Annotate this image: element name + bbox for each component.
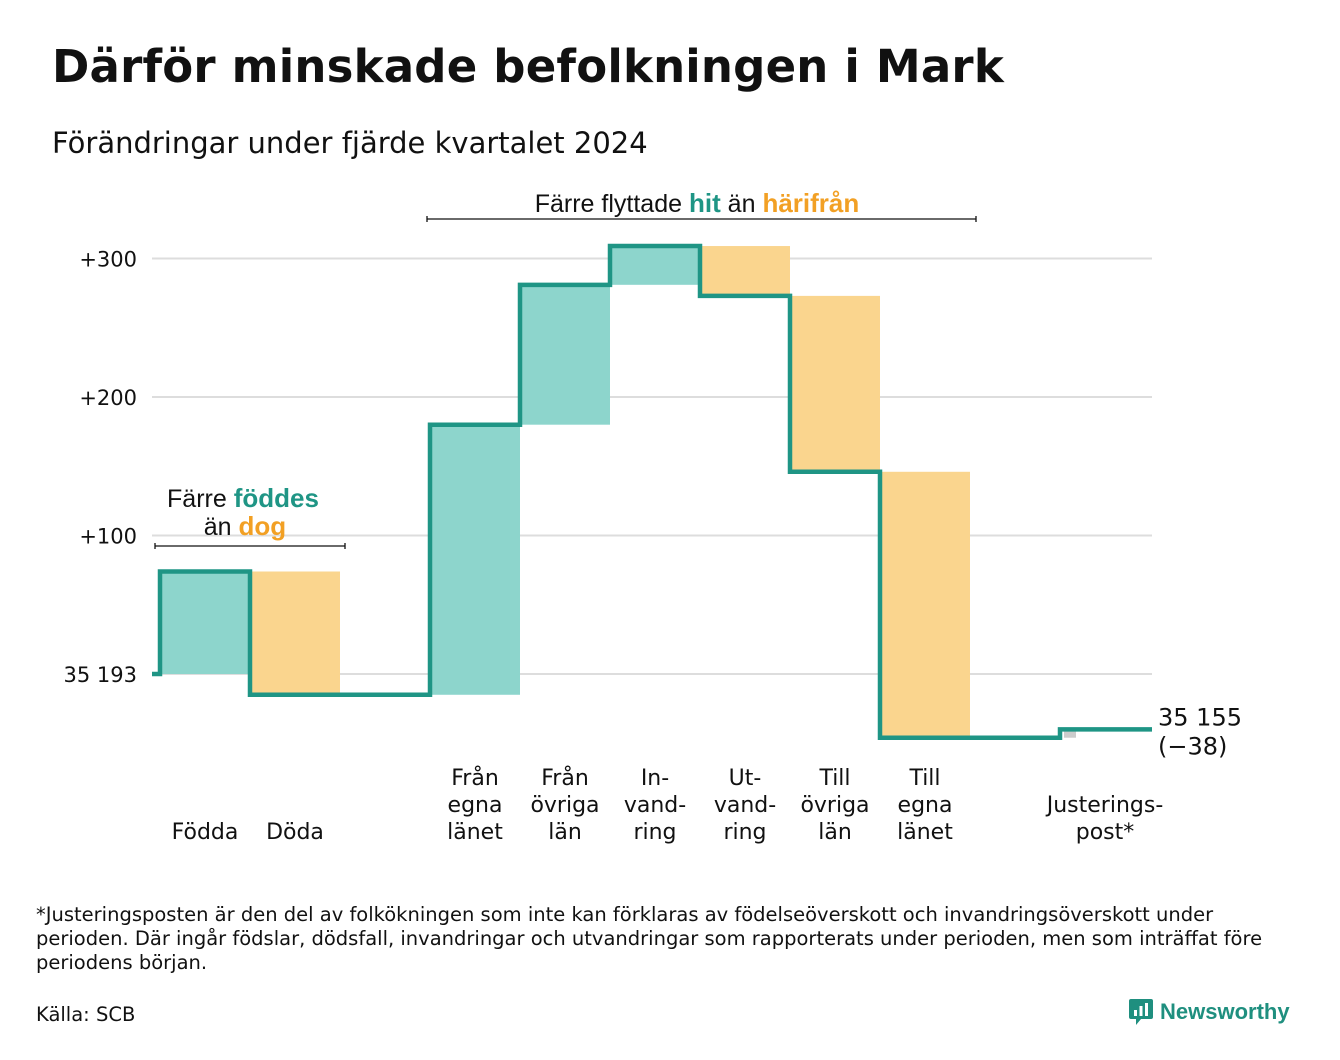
running-total-line: [152, 243, 1152, 740]
annotation-part: dog: [239, 511, 287, 541]
bar: [610, 246, 700, 285]
category-label: övriga: [530, 793, 599, 818]
annotation-part: Färre: [167, 485, 234, 513]
category-label: ring: [723, 820, 766, 845]
category-label: Döda: [266, 820, 324, 845]
bar: [790, 295, 880, 472]
category-label: In-: [641, 766, 669, 791]
bracket-births-deaths: [154, 543, 346, 549]
category-label: övriga: [800, 793, 869, 818]
bar: [520, 284, 610, 425]
annotation-text: Färre föddes: [167, 483, 319, 513]
y-tick-label: +300: [79, 248, 137, 272]
brand-name: Newsworthy: [1160, 999, 1290, 1024]
category-label: länet: [447, 820, 503, 845]
annotation-text: Färre flyttade hit än härifrån: [535, 188, 860, 218]
footnote: *Justeringsposten är den del av folkökni…: [36, 903, 1263, 974]
end-change-label: (−38): [1158, 732, 1227, 760]
annotation-part: än: [721, 190, 763, 218]
category-label: egna: [448, 793, 503, 818]
bar: [160, 571, 250, 674]
category-label: post*: [1076, 820, 1135, 845]
annotation-part: Färre flyttade: [535, 190, 689, 218]
y-tick-label: +200: [79, 386, 137, 410]
newsworthy-logo: Newsworthy: [1128, 998, 1290, 1026]
annotation-part: hit: [689, 188, 721, 218]
category-label: län: [548, 820, 582, 845]
bar: [700, 246, 790, 296]
category-label: Justerings-: [1045, 793, 1164, 818]
annotation-text: än dog: [204, 511, 286, 541]
category-label: Ut-: [729, 766, 762, 791]
annotation-part: föddes: [234, 483, 319, 513]
bar: [250, 571, 340, 695]
category-label: Från: [541, 765, 589, 791]
category-label: egna: [898, 793, 953, 818]
annotation-part: än: [204, 513, 239, 541]
chart-subtitle: Förändringar under fjärde kvartalet 2024: [52, 126, 648, 160]
waterfall-chart: 35 193+100+200+300 Födda DödaFrånegnaläne…: [64, 188, 1242, 845]
category-label: Från: [451, 765, 499, 791]
category-label: länet: [897, 820, 953, 845]
y-tick-label: +100: [79, 525, 137, 549]
category-label: Till: [908, 766, 940, 791]
bar: [880, 471, 970, 738]
category-label: vand-: [714, 793, 776, 818]
category-label: län: [818, 820, 852, 845]
category-label: Födda: [172, 820, 239, 845]
end-value-label: 35 155: [1158, 703, 1242, 731]
chart-title: Därför minskade befolkningen i Mark: [52, 40, 1004, 93]
category-label: ring: [633, 820, 676, 845]
source-label: Källa: SCB: [36, 1003, 136, 1026]
y-tick-label: 35 193: [64, 663, 137, 687]
bar: [1064, 729, 1076, 738]
bracket-moves: [426, 216, 977, 222]
annotation-part: härifrån: [762, 188, 859, 218]
newsworthy-logo-icon: [1129, 999, 1153, 1025]
category-label: Till: [818, 766, 850, 791]
category-label: vand-: [624, 793, 686, 818]
bar: [430, 424, 520, 695]
